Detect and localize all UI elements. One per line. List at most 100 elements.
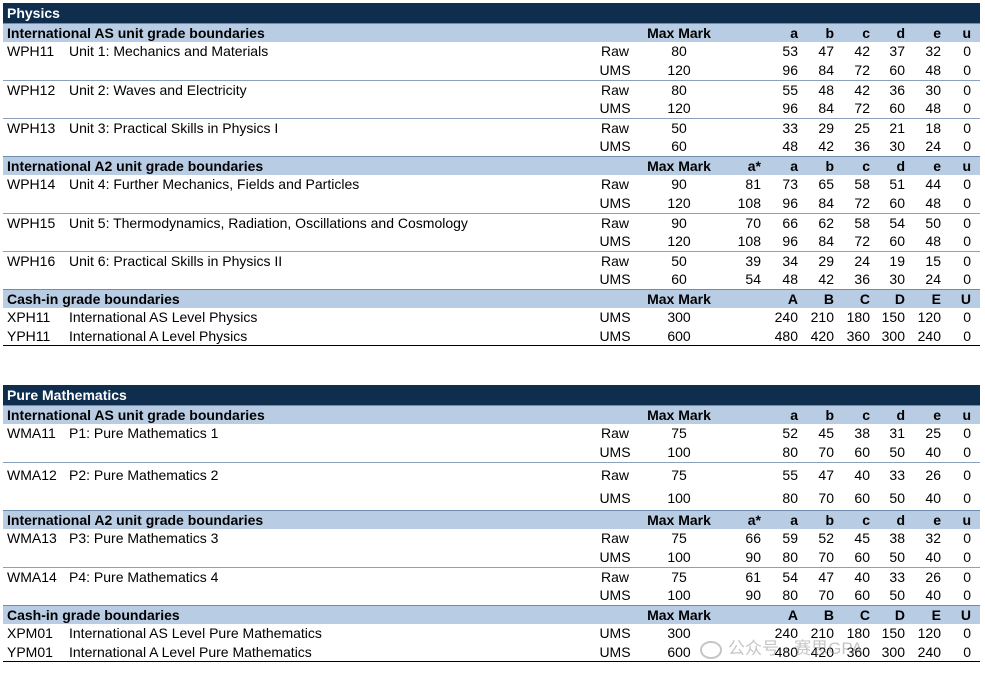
mark-type: Raw [600,176,629,192]
grade-header: u [962,407,971,423]
grade-boundary: 48 [925,195,941,211]
grade-header: C [859,291,870,307]
grade-boundary: 52 [818,530,834,546]
max-mark: 90 [671,176,687,192]
table-row: WMA11 P1: Pure Mathematics 1 Raw 75 52 45 38 31… [3,424,980,443]
table-row: WPH11 Unit 1: Mechanics and Materials Raw 8… [3,42,980,61]
grade-boundary: 0 [963,328,971,344]
grade-boundary: 300 [881,328,905,344]
grade-boundary: 30 [889,138,905,154]
table-row: UMS 100 80 70 60 50 40 0 [3,443,980,462]
max-mark: 50 [671,120,687,136]
grade-boundary: 420 [810,644,834,660]
unit-title: Unit 5: Thermodynamics, Radiation, Oscil… [69,215,468,231]
table-row: UMS 100 90 80 70 60 50 40 0 [3,586,980,605]
max-mark: 75 [671,467,687,483]
grade-header: e [933,25,941,41]
mark-type: UMS [599,444,631,460]
grade-boundary: 48 [925,233,941,249]
unit-code: WMA13 [7,530,57,546]
grade-boundary: 54 [782,569,798,585]
grade-boundary: 0 [963,120,971,136]
qualification-code: XPM01 [7,625,53,641]
grade-boundary: 96 [782,62,798,78]
grade-boundary: 66 [782,215,798,231]
grade-boundary: 0 [963,271,971,287]
unit-title: P1: Pure Mathematics 1 [69,425,219,441]
grade-boundary: 15 [925,253,941,269]
max-mark-header: Max Mark [647,291,711,307]
grade-boundary: 81 [745,176,761,192]
grade-boundary: 0 [963,215,971,231]
grade-boundary: 45 [854,530,870,546]
grade-boundary: 32 [925,43,941,59]
grade-boundary: 84 [818,100,834,116]
max-mark: 600 [667,328,691,344]
grade-boundary: 31 [889,425,905,441]
unit-code: WPH16 [7,253,56,269]
grade-boundary: 33 [889,569,905,585]
grade-header: E [931,291,941,307]
grade-boundary: 42 [854,82,870,98]
subject-title: Pure Mathematics [3,385,980,405]
qualification-title: International A Level Physics [69,328,248,344]
section-header-as: International AS unit grade boundaries M… [3,23,980,42]
grade-boundary: 240 [774,625,798,641]
grade-boundary: 48 [782,138,798,154]
grade-boundary: 0 [963,444,971,460]
max-mark: 60 [671,138,687,154]
grade-boundary: 96 [782,195,798,211]
grade-header: d [896,158,905,174]
grade-boundary: 120 [917,309,941,325]
grade-boundary: 0 [963,625,971,641]
table-row: UMS 60 54 48 42 36 30 24 0 [3,270,980,289]
grade-boundary: 84 [818,233,834,249]
max-mark-header: Max Mark [647,512,711,528]
mark-type: UMS [599,138,631,154]
grade-boundary: 96 [782,100,798,116]
grade-boundary: 210 [810,625,834,641]
grade-header: e [933,158,941,174]
max-mark: 100 [667,587,691,603]
grade-boundary: 60 [889,62,905,78]
grade-boundary: 0 [963,309,971,325]
pure-mathematics-table: Pure Mathematics International AS unit g… [3,385,980,662]
grade-header: B [823,291,834,307]
table-row: UMS 100 90 80 70 60 50 40 0 [3,548,980,567]
grade-boundary: 70 [818,549,834,565]
grade-boundary: 36 [854,271,870,287]
unit-title: Unit 1: Mechanics and Materials [69,43,269,59]
grade-header: u [962,25,971,41]
unit-code: WMA12 [7,467,57,483]
grade-boundary: 360 [846,328,870,344]
grade-boundary: 480 [774,644,798,660]
grade-header: U [960,607,971,623]
grade-boundary: 0 [963,530,971,546]
grade-boundary: 0 [963,569,971,585]
grade-boundary: 150 [881,625,905,641]
table-row: UMS 100 80 70 60 50 40 0 [3,486,980,510]
grade-header: b [825,158,834,174]
section-header-a2: International A2 unit grade boundaries M… [3,156,980,175]
grade-boundary: 42 [854,43,870,59]
section-label: Cash-in grade boundaries [7,291,180,307]
section-label: International AS unit grade boundaries [7,25,265,41]
wechat-icon [700,640,722,659]
qualification-code: YPM01 [7,644,53,660]
grade-header: u [962,512,971,528]
grade-boundary: 80 [782,587,798,603]
grade-boundary: 73 [782,176,798,192]
mark-type: UMS [599,490,631,506]
unit-code: WPH12 [7,82,56,98]
unit-code: WPH14 [7,176,56,192]
grade-header: e [933,512,941,528]
grade-boundary: 47 [818,43,834,59]
grade-boundary: 50 [889,549,905,565]
grade-boundary: 240 [774,309,798,325]
grade-boundary: 0 [963,425,971,441]
grade-boundary: 60 [854,490,870,506]
grade-boundary: 90 [745,549,761,565]
grade-boundary: 55 [782,467,798,483]
grade-boundary: 80 [782,444,798,460]
grade-boundary: 33 [782,120,798,136]
